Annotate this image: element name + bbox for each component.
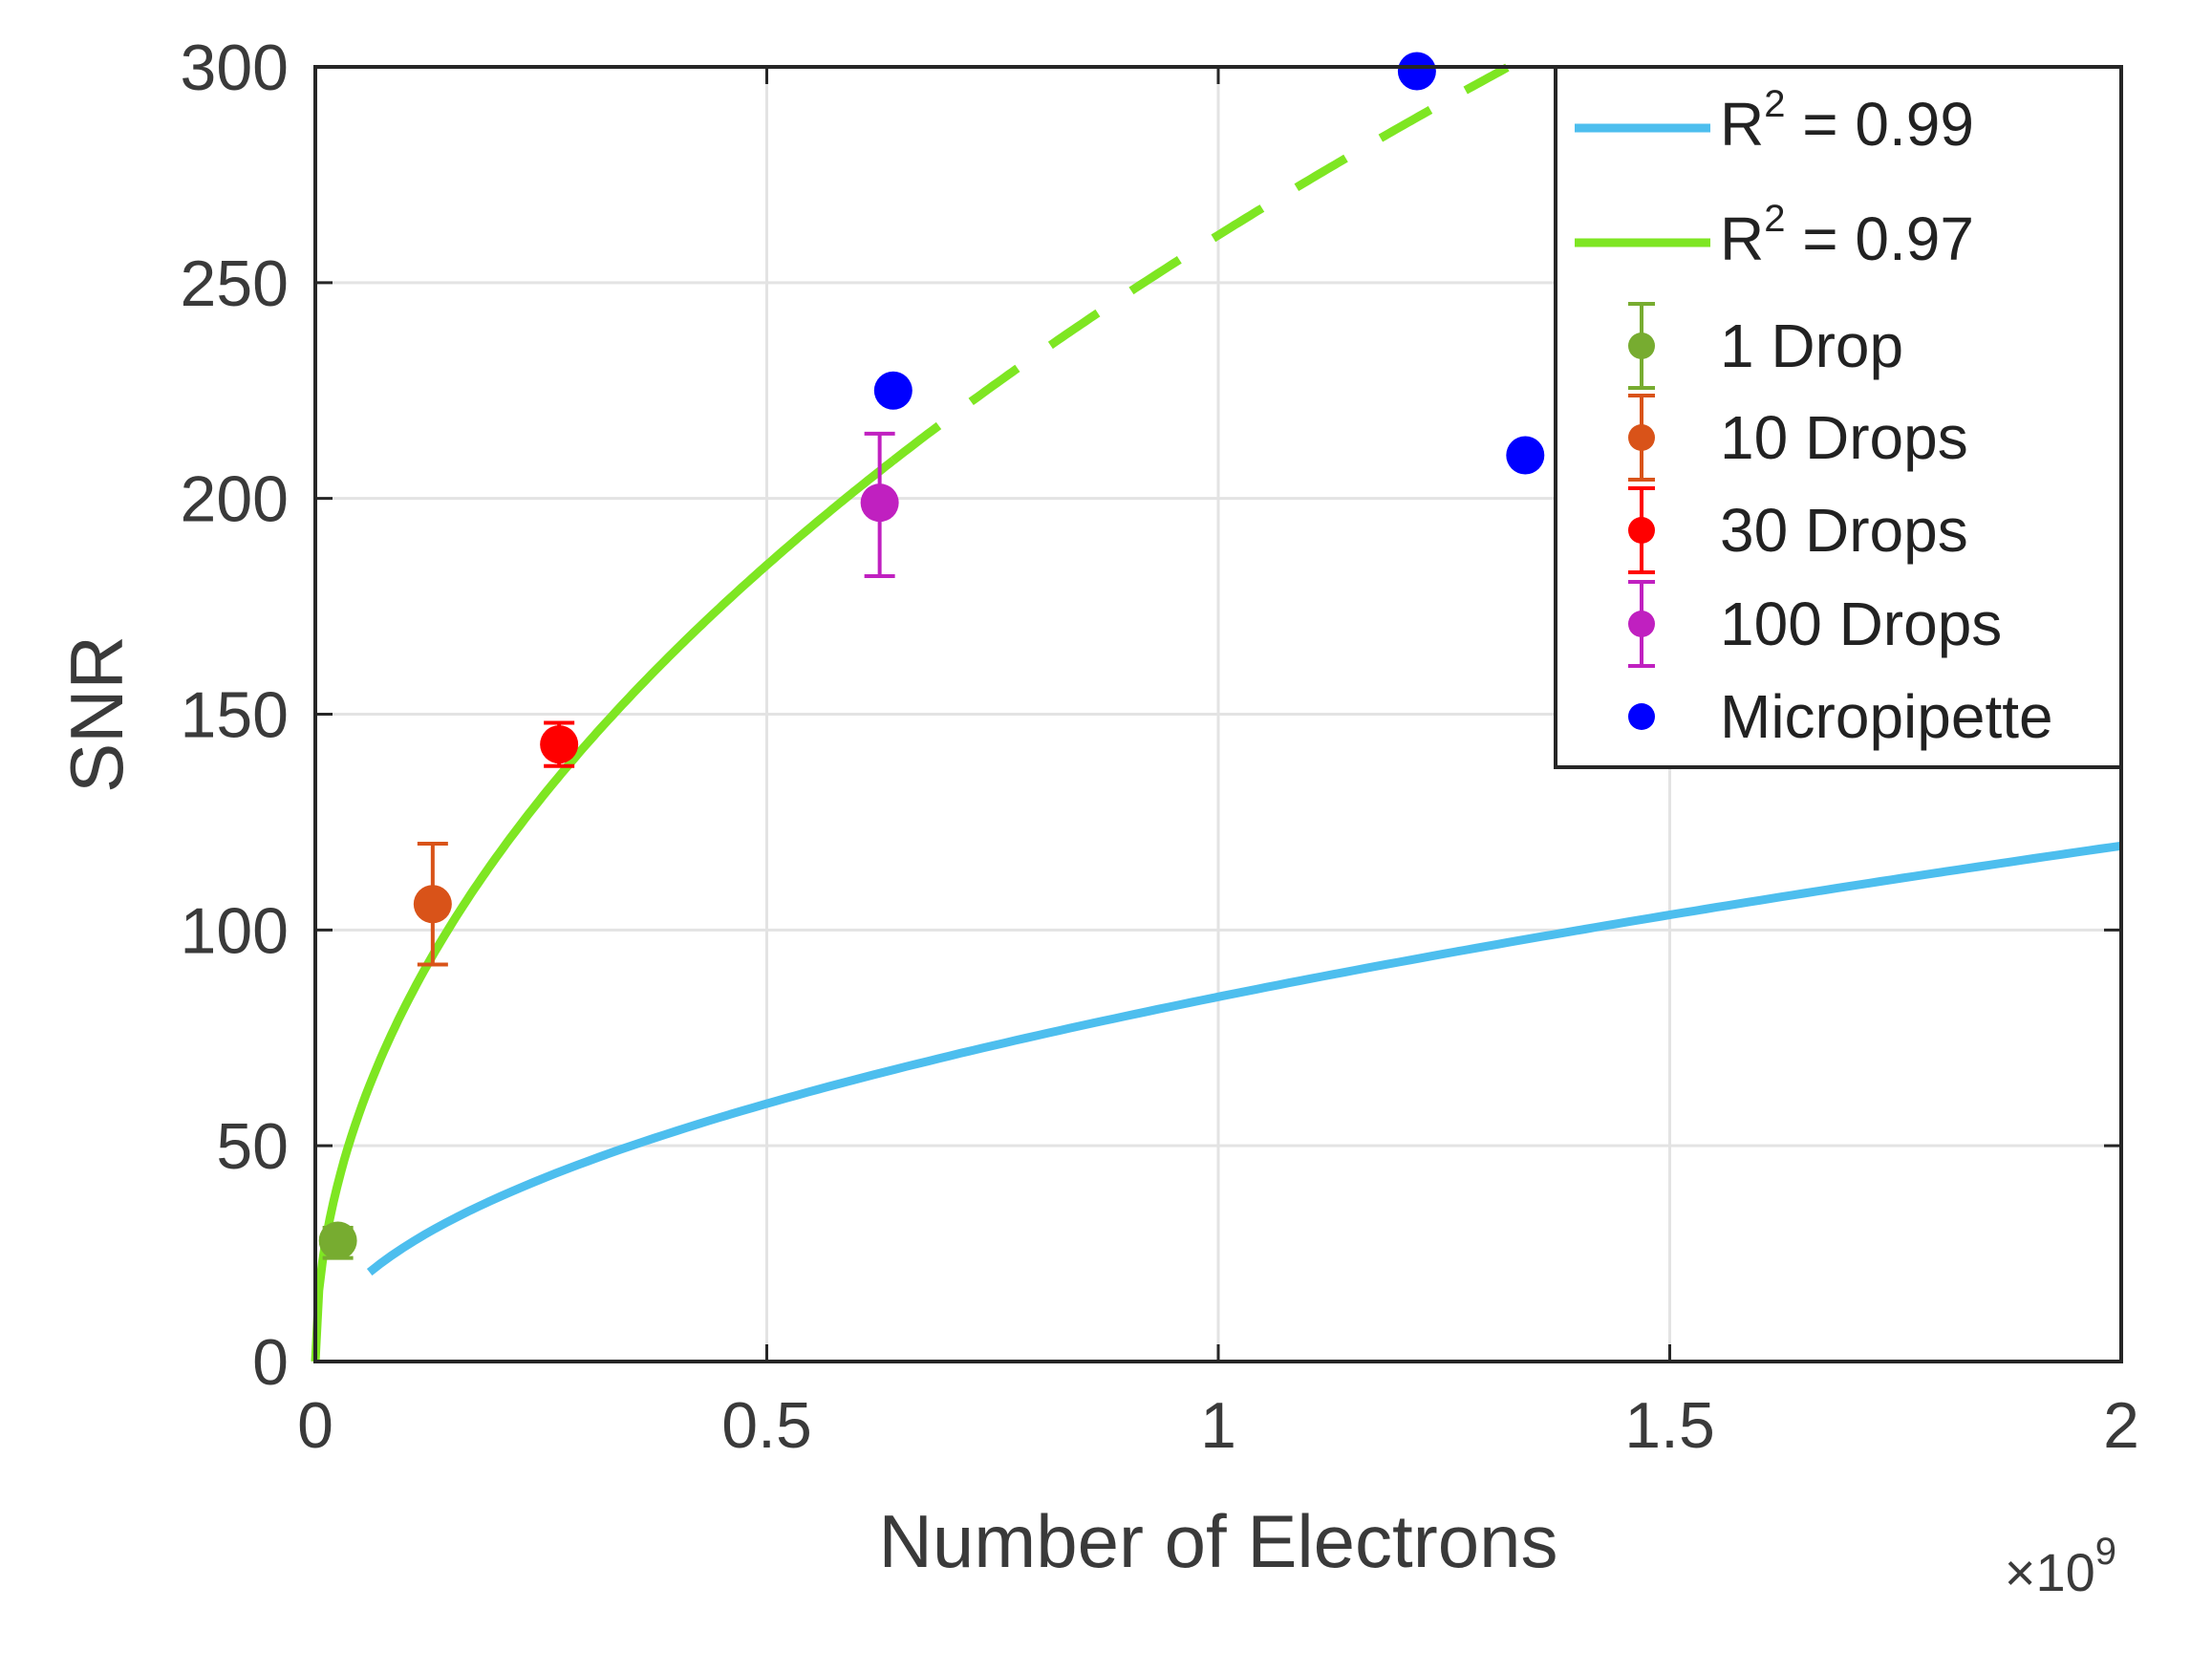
10-drops-point-0 (413, 842, 452, 967)
y-tick-label: 150 (181, 679, 289, 752)
micropipette-marker (873, 371, 913, 410)
30-drops-point-0 (540, 720, 579, 768)
y-tick-label: 250 (181, 247, 289, 320)
legend-label-1-drop: 1 Drop (1720, 311, 1903, 380)
legend-marker-1-drop (1628, 332, 1655, 359)
legend-item-10-drops: 10 Drops (1628, 394, 1968, 482)
y-axis-label: SNR (54, 635, 139, 793)
legend-item-fit-099: R2 = 0.99 (1575, 83, 1974, 159)
y-tick-label: 0 (252, 1326, 289, 1399)
legend-marker-micropipette (1628, 703, 1655, 730)
y-tick-label: 50 (216, 1110, 289, 1183)
x-axis-multiplier: ×109 (2005, 1531, 2116, 1602)
micropipette-marker (1397, 52, 1436, 91)
100-drops-point-0 (860, 431, 899, 578)
micropipette-marker (1506, 436, 1545, 475)
100-drops-marker (860, 483, 899, 523)
x-tick-label: 2 (2103, 1389, 2139, 1462)
1-drop-marker (318, 1221, 357, 1260)
legend-label-micropipette: Micropipette (1720, 682, 2053, 751)
1-drop-point-0 (318, 1221, 357, 1260)
micropipette-point-0 (873, 371, 913, 410)
micropipette-point-2 (1506, 436, 1545, 475)
legend-label-fit-097: R2 = 0.97 (1720, 198, 1974, 273)
legend-box (1554, 65, 2123, 769)
legend-marker-100-drops (1628, 611, 1655, 637)
x-axis-multiplier-base: ×10 (2005, 1542, 2095, 1602)
micropipette-point-1 (1397, 52, 1436, 91)
y-tick-label: 200 (181, 463, 289, 536)
x-tick-label: 1 (1200, 1389, 1236, 1462)
y-tick-label: 100 (181, 894, 289, 967)
legend-item-30-drops: 30 Drops (1628, 486, 1968, 574)
10-drops-marker (413, 885, 452, 924)
data-markers (318, 52, 1545, 1260)
x-axis-multiplier-exponent: 9 (2095, 1531, 2116, 1573)
fit-099-curve (366, 841, 2122, 1276)
legend-label-100-drops: 100 Drops (1720, 590, 2002, 658)
x-axis-label: Number of Electrons (879, 1499, 1558, 1583)
legend-item-fit-097: R2 = 0.97 (1575, 198, 1974, 273)
legend-label-10-drops: 10 Drops (1720, 403, 1968, 472)
x-tick-label: 0 (297, 1389, 333, 1462)
legend-marker-30-drops (1628, 517, 1655, 544)
legend-item-micropipette: Micropipette (1628, 682, 2053, 751)
legend-label-30-drops: 30 Drops (1720, 496, 1968, 565)
axis-ticks: 0 0.5 1 1.5 2 0 50 100 150 200 250 300 (181, 32, 2139, 1462)
legend: R2 = 0.99 R2 = 0.97 1 Drop 10 Drops 30 Drops… (1554, 65, 2123, 769)
x-tick-label: 1.5 (1624, 1389, 1715, 1462)
fit-097-curve-dashed (891, 63, 1510, 464)
legend-marker-10-drops (1628, 424, 1655, 451)
legend-item-1-drop: 1 Drop (1628, 302, 1903, 390)
fit-curves (311, 63, 2122, 1362)
legend-label-fit-099: R2 = 0.99 (1720, 83, 1974, 159)
legend-item-100-drops: 100 Drops (1628, 580, 2002, 668)
30-drops-marker (540, 725, 579, 764)
y-tick-label: 300 (181, 32, 289, 104)
fit-097-curve-solid (311, 457, 896, 1362)
x-tick-label: 0.5 (721, 1389, 812, 1462)
